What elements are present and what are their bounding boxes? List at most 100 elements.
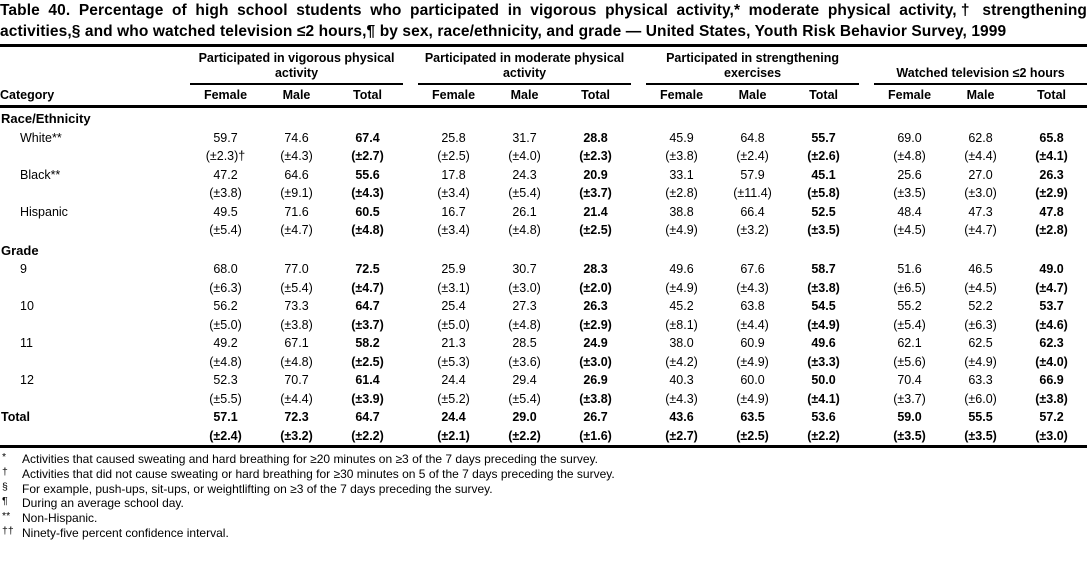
column-spacer xyxy=(403,353,418,372)
ci-cell: (±4.4) xyxy=(736,317,769,332)
row-label-empty xyxy=(0,353,190,372)
ci-cell: (±2.9) xyxy=(1035,186,1068,200)
value-cell: 71.6 xyxy=(284,204,309,219)
value-cell: 27.0 xyxy=(968,167,993,182)
ci-cell: (±3.0) xyxy=(1035,428,1068,443)
ci-cell: (±3.4) xyxy=(437,186,470,200)
column-spacer xyxy=(631,427,646,447)
ci-cell: (±4.1) xyxy=(1035,149,1068,163)
column-spacer xyxy=(859,203,874,222)
column-spacer xyxy=(403,84,419,108)
column-spacer xyxy=(859,129,874,148)
column-spacer xyxy=(631,84,647,108)
value-cell: 51.6 xyxy=(897,262,922,276)
value-cell: 66.9 xyxy=(1039,373,1064,387)
table-row: (±2.4) (±3.2) (±2.2) (±2.1) (±2.2) (±1.6) (±2.… xyxy=(0,427,1087,447)
value-cell: 67.6 xyxy=(740,262,765,276)
value-cell: 53.6 xyxy=(811,410,836,424)
ci-cell: (±3.5) xyxy=(964,428,997,443)
statistics-table: Participated in vigorous physical activi… xyxy=(0,44,1087,448)
ci-cell: (±6.3) xyxy=(964,317,997,332)
column-spacer xyxy=(403,390,418,409)
ci-cell: (±3.6) xyxy=(508,354,541,369)
col-header-total: Total xyxy=(332,84,404,108)
ci-cell: (±5.0) xyxy=(209,317,242,332)
value-cell: 49.6 xyxy=(669,262,694,276)
ci-cell: (±9.1) xyxy=(280,186,313,200)
ci-cell: (±2.2) xyxy=(508,428,541,443)
value-cell: 25.8 xyxy=(441,130,466,145)
section-heading-row: Grade xyxy=(0,240,1087,261)
value-cell: 62.8 xyxy=(968,130,993,145)
ci-cell: (±4.8) xyxy=(209,354,242,369)
value-cell: 59.7 xyxy=(213,130,238,145)
col-header-male: Male xyxy=(717,84,789,108)
value-cell: 53.7 xyxy=(1039,299,1064,313)
value-cell: 26.1 xyxy=(512,204,537,219)
group-header-television: Watched television ≤2 hours xyxy=(874,45,1087,85)
ci-cell: (±5.4) xyxy=(209,223,242,237)
value-cell: 49.6 xyxy=(811,336,836,350)
page: Table 40. Percentage of high school stud… xyxy=(0,2,1087,540)
column-spacer xyxy=(859,184,874,203)
column-spacer xyxy=(403,408,418,427)
value-cell: 38.0 xyxy=(669,336,694,350)
ci-cell: (±4.9) xyxy=(665,280,698,295)
ci-cell: (±4.6) xyxy=(1035,317,1068,332)
table-row: 9 68.0 77.0 72.5 25.9 30.7 28.3 49.6 67.6 58.7 51.… xyxy=(0,260,1087,279)
ci-cell: (±5.4) xyxy=(893,317,926,332)
column-spacer xyxy=(403,46,418,85)
ci-cell: (±2.2) xyxy=(807,428,840,443)
column-spacer xyxy=(631,316,646,335)
value-cell: 26.3 xyxy=(1039,167,1064,182)
value-cell: 70.4 xyxy=(897,373,922,387)
row-label: 11 xyxy=(20,336,33,350)
value-cell: 70.7 xyxy=(284,373,309,387)
value-cell: 66.4 xyxy=(740,204,765,219)
ci-cell: (±3.8) xyxy=(579,391,612,406)
column-spacer xyxy=(403,203,418,222)
value-cell: 38.8 xyxy=(669,204,694,219)
footnote-marker: § xyxy=(2,480,8,493)
ci-cell: (±4.9) xyxy=(736,391,769,406)
value-cell: 29.0 xyxy=(512,410,537,424)
col-header-total: Total xyxy=(1016,84,1087,108)
ci-cell: (±3.2) xyxy=(736,223,769,237)
ci-cell: (±5.0) xyxy=(437,317,470,332)
table-row: 12 52.3 70.7 61.4 24.4 29.4 26.9 40.3 60.0 50.0 70… xyxy=(0,371,1087,390)
value-cell: 60.5 xyxy=(355,204,380,219)
column-spacer xyxy=(859,353,874,372)
ci-cell: (±4.7) xyxy=(1035,280,1068,295)
value-cell: 62.5 xyxy=(968,336,993,350)
footnote: * Activities that caused sweating and har… xyxy=(0,451,1087,467)
ci-cell: (±6.3) xyxy=(209,280,242,295)
ci-cell: (±3.4) xyxy=(437,223,470,237)
column-spacer xyxy=(631,147,646,166)
ci-cell: (±4.2) xyxy=(665,354,698,369)
row-label-empty xyxy=(0,221,190,240)
ci-cell: (±3.7) xyxy=(893,391,926,406)
column-spacer xyxy=(403,297,418,316)
col-header-female: Female xyxy=(418,84,490,108)
column-spacer xyxy=(631,221,646,240)
ci-cell: (±11.4) xyxy=(733,186,772,200)
group-header-moderate: Participated in moderate physical activi… xyxy=(418,45,632,85)
value-cell: 59.0 xyxy=(897,410,922,424)
column-spacer xyxy=(631,129,646,148)
value-cell: 25.4 xyxy=(441,299,466,313)
ci-cell: (±4.3) xyxy=(280,149,313,163)
column-spacer xyxy=(859,427,874,447)
value-cell: 29.4 xyxy=(512,373,537,387)
ci-cell: (±5.5) xyxy=(209,391,242,406)
footnote-text: During an average school day. xyxy=(22,496,184,511)
value-cell: 45.2 xyxy=(669,299,694,313)
footnote-text: For example, push-ups, sit-ups, or weigh… xyxy=(22,481,493,496)
ci-cell: (±3.5) xyxy=(807,223,840,237)
column-spacer xyxy=(631,297,646,316)
value-cell: 30.7 xyxy=(512,262,537,276)
footnote: † Activities that did not cause sweating … xyxy=(0,466,1087,482)
row-label-empty xyxy=(0,427,190,447)
column-spacer xyxy=(403,147,418,166)
ci-cell: (±4.8) xyxy=(508,317,541,332)
column-spacer xyxy=(859,84,875,108)
